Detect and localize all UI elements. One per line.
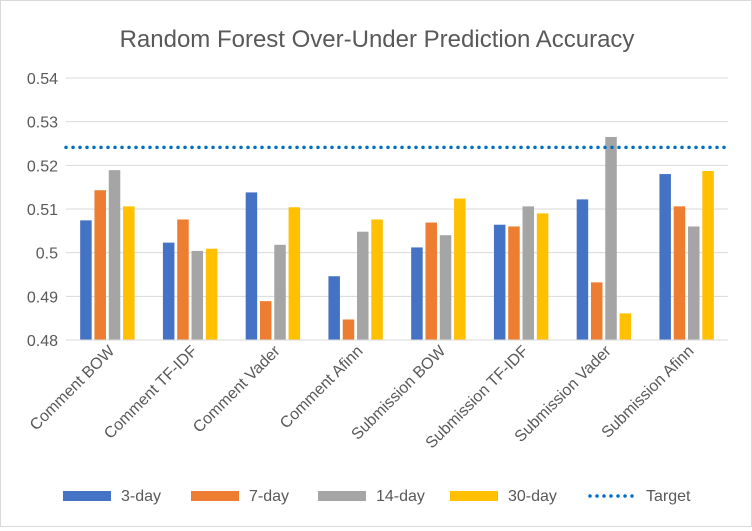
legend-swatch — [191, 491, 239, 501]
y-tick-label: 0.48 — [27, 333, 58, 350]
bar — [259, 301, 272, 340]
legend-label: 3-day — [121, 488, 161, 505]
y-tick-label: 0.5 — [36, 246, 58, 263]
bar — [673, 206, 686, 340]
y-tick-label: 0.49 — [27, 289, 58, 306]
legend-label: 30-day — [508, 488, 557, 505]
bar — [245, 192, 258, 340]
legend-label: 7-day — [249, 488, 289, 505]
bar — [493, 224, 506, 340]
y-tick-label: 0.52 — [27, 158, 58, 175]
bar — [702, 171, 714, 340]
bar — [688, 226, 700, 340]
chart-title: Random Forest Over-Under Prediction Accu… — [120, 26, 635, 53]
bars — [80, 136, 714, 340]
y-tick-label: 0.51 — [27, 202, 58, 219]
bar — [508, 226, 520, 340]
legend-swatch — [450, 491, 498, 501]
legend-label: Target — [646, 488, 691, 505]
bar — [576, 199, 589, 340]
bar — [411, 247, 423, 340]
bar — [357, 231, 369, 340]
bar — [605, 136, 617, 340]
y-tick-label: 0.54 — [27, 71, 58, 88]
bar — [425, 222, 437, 340]
bar — [439, 235, 452, 340]
bar — [659, 174, 671, 340]
bar — [590, 282, 603, 340]
bar — [288, 207, 301, 340]
bar — [80, 220, 92, 340]
category-label: Submission Afinn — [599, 343, 698, 442]
category-label: Comment Vader — [190, 342, 284, 436]
legend-swatch — [63, 491, 111, 501]
bar — [205, 248, 218, 340]
bar — [94, 190, 106, 340]
bar — [191, 250, 204, 340]
bar — [162, 242, 175, 340]
legend-label: 14-day — [376, 488, 425, 505]
bar — [536, 213, 549, 340]
category-label: Comment BOW — [27, 342, 119, 434]
bar — [123, 206, 135, 340]
bar — [177, 219, 189, 340]
legend: 3-day 7-day 14-day 30-day Target — [63, 488, 691, 505]
bar — [342, 319, 355, 340]
gridlines — [66, 77, 728, 297]
bar — [328, 276, 340, 340]
bar — [619, 313, 632, 340]
bar — [454, 198, 466, 340]
bar — [371, 219, 383, 340]
bar — [108, 170, 121, 340]
category-label: Comment TF-IDF — [101, 343, 201, 443]
bar — [274, 244, 286, 340]
legend-swatch — [318, 491, 366, 501]
y-axis-ticks: 0.48 0.49 0.5 0.51 0.52 0.53 0.54 — [27, 71, 58, 350]
y-tick-label: 0.53 — [27, 115, 58, 132]
category-label: Comment Afinn — [277, 343, 366, 432]
bar — [522, 206, 535, 340]
